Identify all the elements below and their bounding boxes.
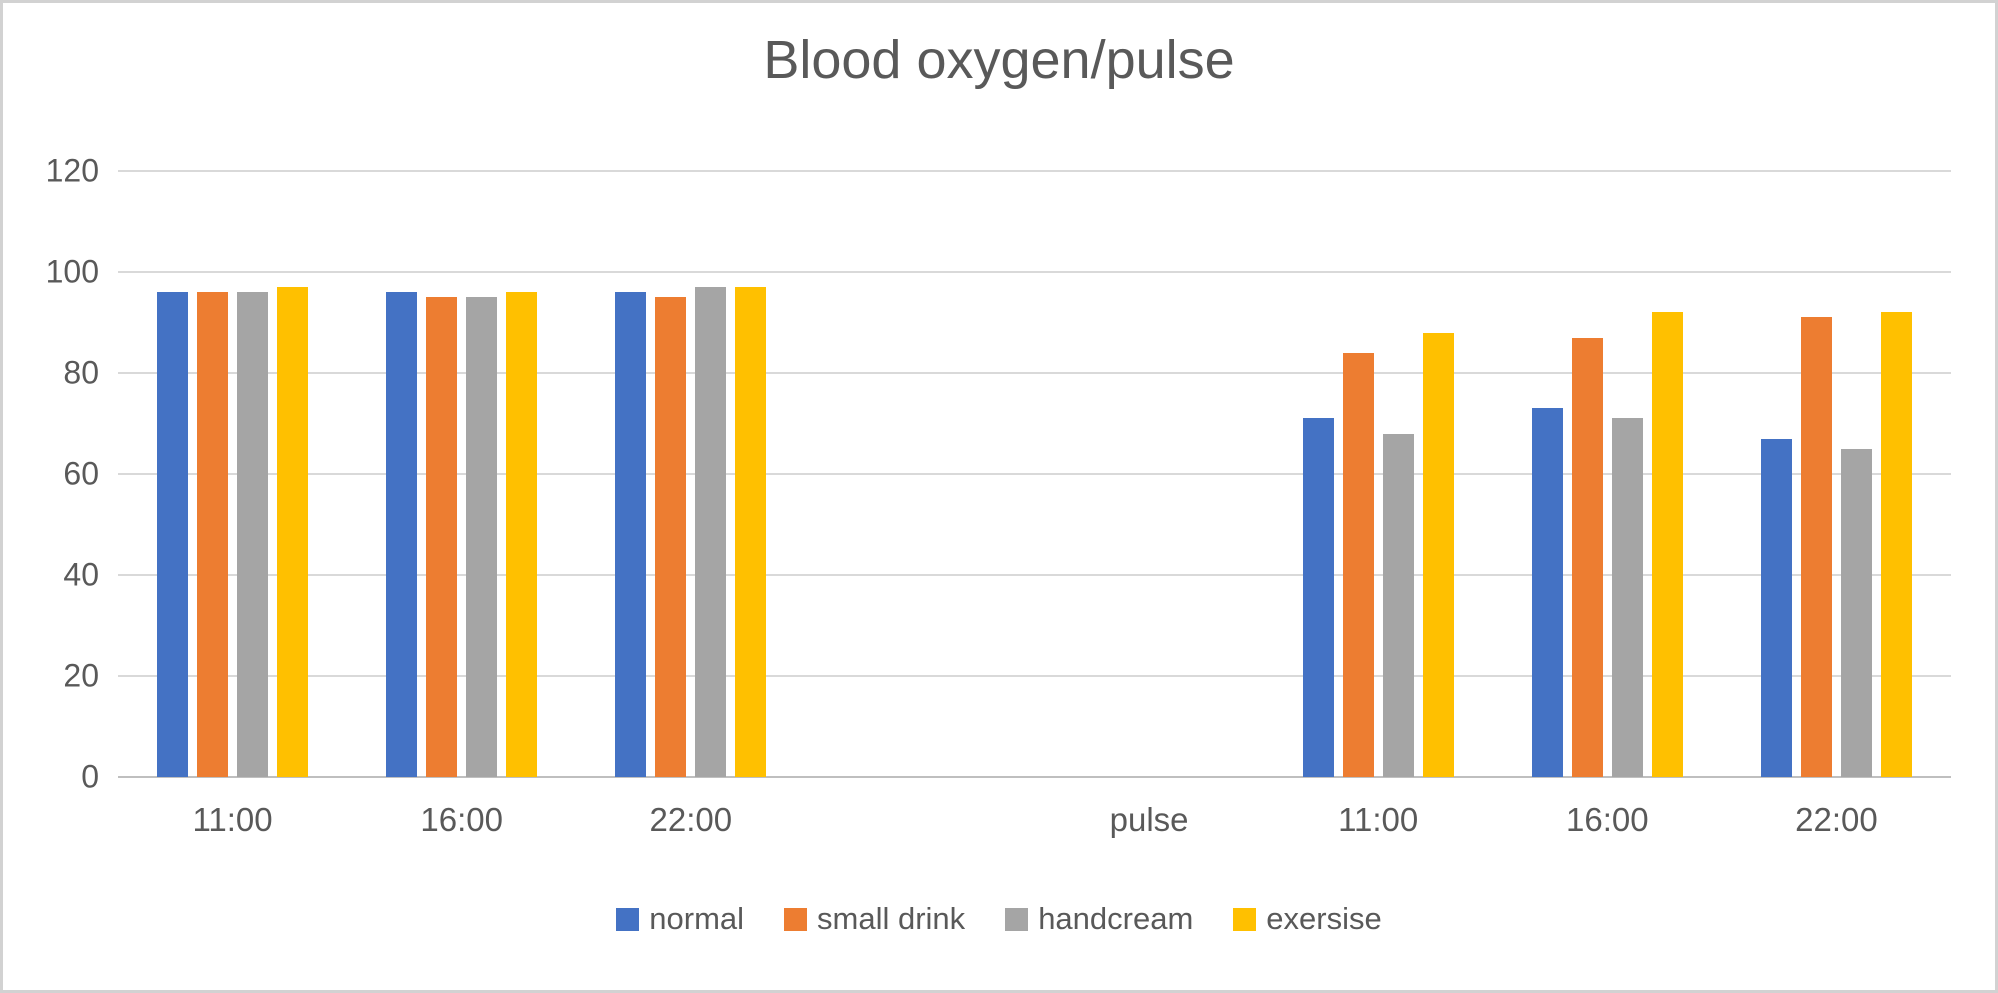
bar-exersise[interactable]	[1880, 312, 1912, 777]
legend-item-normal[interactable]: normal	[616, 901, 744, 937]
x-axis-label-11:00: 11:00	[1338, 801, 1419, 838]
x-axis-label-22:00: 22:00	[1795, 801, 1878, 838]
bar-handcream[interactable]	[695, 287, 727, 777]
category-cluster-22:00	[576, 171, 805, 777]
gridline-40	[118, 574, 1951, 576]
gridline-100	[118, 271, 1951, 273]
bar-exersise[interactable]	[1651, 312, 1683, 777]
bar-clusters	[118, 171, 1951, 777]
category-cluster-22:00	[1722, 171, 1951, 777]
y-axis: 120 100 80 60 40 20 0	[3, 153, 99, 795]
bar-normal[interactable]	[615, 292, 647, 777]
bar-small-drink[interactable]	[655, 297, 687, 777]
bar-small-drink[interactable]	[197, 292, 229, 777]
bar-small-drink[interactable]	[426, 297, 458, 777]
bar-small-drink[interactable]	[1800, 317, 1832, 777]
category-cluster-blank-3	[805, 171, 1034, 777]
legend-swatch-exersise	[1233, 907, 1257, 931]
chart-title: Blood oxygen/pulse	[763, 30, 1235, 90]
y-tick-label-100: 100	[45, 253, 99, 290]
y-tick-label-120: 120	[45, 152, 99, 189]
bar-exersise[interactable]	[735, 287, 767, 777]
legend-swatch-handcream	[1005, 907, 1029, 931]
legend-item-exersise[interactable]: exersise	[1233, 901, 1382, 937]
gridline-20	[118, 675, 1951, 677]
bar-normal[interactable]	[386, 292, 418, 777]
y-tick-label-40: 40	[63, 556, 99, 593]
x-axis-line	[118, 776, 1951, 778]
category-cluster-11:00	[118, 171, 347, 777]
x-axis: 11:00 16:00 22:00 pulse 11:00 16:00 22:00	[118, 801, 1951, 839]
legend-label-normal: normal	[649, 901, 745, 936]
x-axis-label-16:00: 16:00	[420, 801, 503, 838]
x-axis-label-11:00: 11:00	[192, 801, 273, 838]
x-axis-label-22:00: 22:00	[649, 801, 733, 838]
legend-swatch-normal	[616, 907, 640, 931]
bar-exersise[interactable]	[1422, 332, 1454, 777]
y-tick-label-60: 60	[63, 455, 99, 492]
plot-area	[118, 170, 1951, 778]
bar-handcream[interactable]	[1611, 418, 1643, 777]
legend-swatch-small-drink	[784, 907, 808, 931]
category-cluster-16:00	[1493, 171, 1722, 777]
gridline-80	[118, 372, 1951, 374]
bar-normal[interactable]	[1531, 408, 1563, 777]
y-tick-label-0: 0	[81, 758, 99, 795]
bar-normal[interactable]	[1302, 418, 1334, 777]
y-tick-label-80: 80	[63, 354, 99, 391]
bar-exersise[interactable]	[277, 287, 309, 777]
bar-small-drink[interactable]	[1342, 352, 1374, 777]
bar-small-drink[interactable]	[1571, 337, 1603, 777]
category-cluster-11:00	[1264, 171, 1493, 777]
legend-item-handcream[interactable]: handcream	[1005, 901, 1193, 937]
bar-handcream[interactable]	[1840, 448, 1872, 777]
x-axis-label-pulse: pulse	[1109, 801, 1189, 838]
bar-handcream[interactable]	[237, 292, 269, 777]
legend-item-small-drink[interactable]: small drink	[784, 901, 965, 937]
legend-label-small-drink: small drink	[817, 901, 966, 936]
legend-label-exersise: exersise	[1266, 901, 1382, 936]
bar-handcream[interactable]	[1382, 433, 1414, 777]
x-axis-label-16:00: 16:00	[1566, 801, 1649, 838]
gridline-60	[118, 473, 1951, 475]
bar-handcream[interactable]	[466, 297, 498, 777]
bar-exersise[interactable]	[506, 292, 538, 777]
bar-normal[interactable]	[1760, 438, 1792, 777]
legend: normal small drink handcream exersise	[3, 901, 1995, 937]
bar-normal[interactable]	[157, 292, 189, 777]
y-tick-label-20: 20	[63, 657, 99, 694]
gridline-120	[118, 170, 1951, 172]
legend-label-handcream: handcream	[1038, 901, 1194, 936]
x-axis-label-blank-3	[805, 801, 1034, 839]
category-cluster-16:00	[347, 171, 576, 777]
category-cluster-pulse	[1035, 171, 1264, 777]
